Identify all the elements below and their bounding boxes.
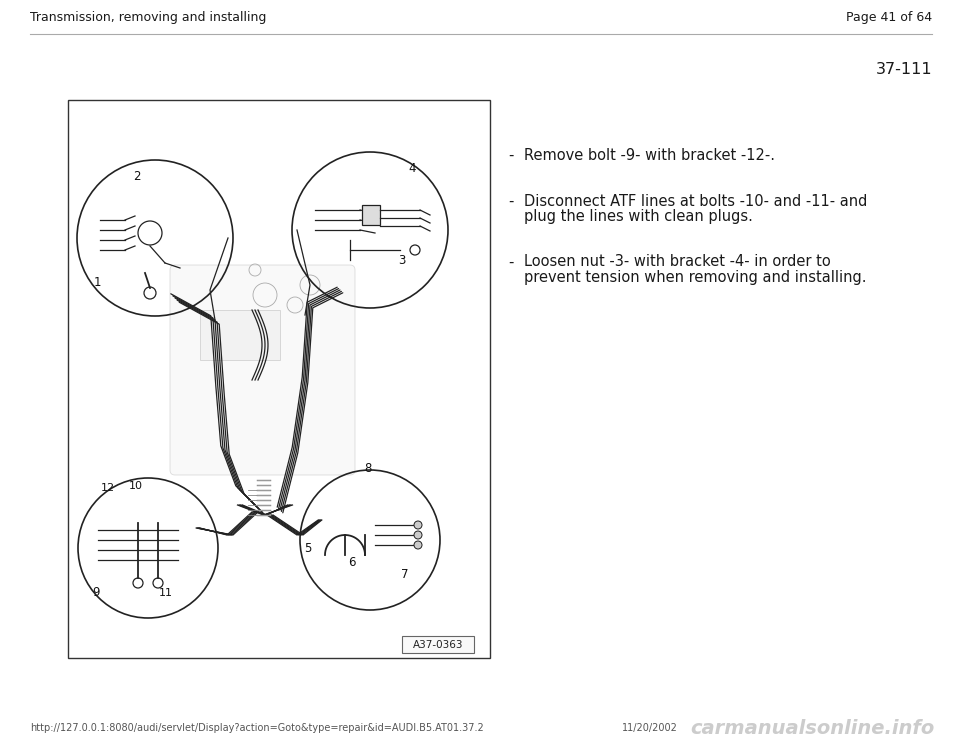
Text: -: - — [508, 194, 514, 209]
Text: http://127.0.0.1:8080/audi/servlet/Display?action=Goto&type=repair&id=AUDI.B5.AT: http://127.0.0.1:8080/audi/servlet/Displ… — [30, 723, 484, 733]
Text: Transmission, removing and installing: Transmission, removing and installing — [30, 11, 266, 24]
Text: 8: 8 — [364, 462, 372, 474]
Text: 6: 6 — [348, 556, 356, 568]
Text: Disconnect ATF lines at bolts -10- and -11- and: Disconnect ATF lines at bolts -10- and -… — [524, 194, 868, 209]
Bar — [200, 310, 280, 360]
Text: 5: 5 — [304, 542, 312, 554]
Text: 4: 4 — [408, 162, 416, 174]
Bar — [362, 205, 380, 225]
Text: Page 41 of 64: Page 41 of 64 — [846, 11, 932, 24]
Text: 11/20/2002: 11/20/2002 — [622, 723, 678, 733]
Text: 37-111: 37-111 — [876, 62, 932, 77]
Text: carmanualsonline.info: carmanualsonline.info — [691, 718, 935, 738]
Text: -: - — [508, 148, 514, 163]
Text: Remove bolt -9- with bracket -12-.: Remove bolt -9- with bracket -12-. — [524, 148, 775, 163]
Text: 12: 12 — [101, 483, 115, 493]
Text: 9: 9 — [92, 586, 100, 600]
Text: 10: 10 — [129, 481, 143, 491]
Circle shape — [414, 521, 422, 529]
Text: prevent tension when removing and installing.: prevent tension when removing and instal… — [524, 270, 867, 285]
Bar — [68, 100, 490, 658]
Text: 11: 11 — [159, 588, 173, 598]
FancyBboxPatch shape — [170, 265, 355, 475]
Text: 3: 3 — [398, 254, 406, 266]
Text: A37-0363: A37-0363 — [413, 640, 464, 649]
Text: Loosen nut -3- with bracket -4- in order to: Loosen nut -3- with bracket -4- in order… — [524, 255, 830, 269]
Circle shape — [414, 541, 422, 549]
Text: 7: 7 — [401, 568, 409, 582]
Circle shape — [414, 531, 422, 539]
Text: 1: 1 — [93, 277, 101, 289]
Text: 2: 2 — [133, 169, 141, 183]
Bar — [402, 636, 474, 653]
Text: -: - — [508, 255, 514, 269]
Text: plug the lines with clean plugs.: plug the lines with clean plugs. — [524, 209, 753, 224]
